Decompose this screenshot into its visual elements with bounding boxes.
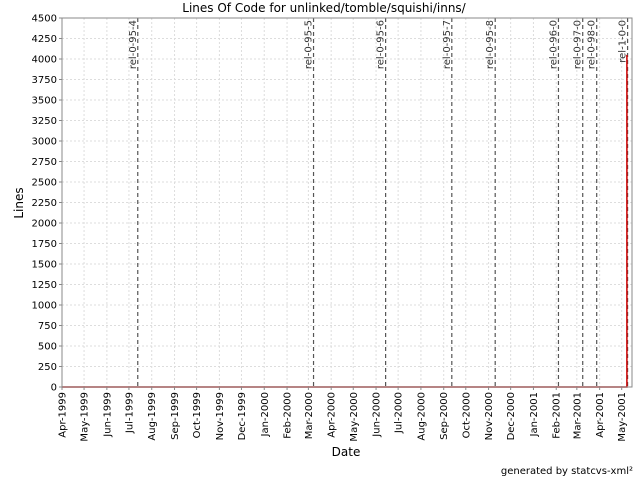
x-tick-label: Jan-2000 (260, 392, 271, 437)
y-tick-label: 2000 (32, 219, 57, 230)
release-label: rel-0-95-5 (304, 20, 315, 69)
x-tick-label: Feb-2000 (283, 392, 294, 439)
x-tick-label: Mar-2000 (304, 392, 315, 439)
x-tick-label: Dec-2000 (506, 392, 517, 440)
y-tick-label: 4250 (32, 34, 57, 45)
x-axis-title: Date (332, 445, 361, 459)
y-tick-label: 1250 (32, 280, 57, 291)
x-tick-label: May-2001 (617, 392, 628, 442)
y-tick-label: 2250 (32, 198, 57, 209)
y-tick-label: 4000 (32, 55, 57, 66)
release-markers: rel-0-95-4 rel-0-95-5 rel-0-95-6 rel-0-95-7… (128, 18, 629, 387)
x-tick-label: Jun-2000 (372, 392, 383, 438)
x-tick-label: Nov-1999 (215, 392, 226, 440)
release-label: rel-0-95-8 (485, 20, 496, 69)
chart-title: Lines Of Code for unlinked/tomble/squish… (182, 1, 466, 15)
x-tick-label: Nov-2000 (484, 392, 495, 440)
series-lines (62, 54, 628, 388)
y-tick-label: 2500 (32, 178, 57, 189)
x-tick-label: Jan-2001 (529, 392, 540, 437)
y-tick-label: 2750 (32, 157, 57, 168)
y-tick-label: 1750 (32, 239, 57, 250)
x-tick-label: Sep-1999 (170, 392, 181, 440)
x-tick-label: Jul-1999 (124, 392, 135, 434)
generator-footer: generated by statcvs-xml² (501, 466, 633, 477)
release-label: rel-0-95-4 (128, 20, 139, 69)
y-tick-label: 3250 (32, 116, 57, 127)
y-tick-label: 250 (38, 362, 57, 373)
y-tick-labels: 0 250 500 750 1000 1250 1500 1750 2000 2250 2500 27… (32, 14, 57, 394)
y-tick-label: 0 (51, 383, 57, 394)
y-tick-label: 500 (38, 342, 57, 353)
x-tick-label: Apr-1999 (58, 392, 69, 438)
y-tick-label: 4500 (32, 14, 57, 25)
x-tick-labels: Apr-1999 May-1999 Jun-1999 Jul-1999 Aug-1999… (58, 392, 629, 442)
x-tick-label: Mar-2001 (572, 392, 583, 439)
y-tick-label: 3000 (32, 137, 57, 148)
x-tick-label: Aug-2000 (416, 392, 427, 441)
x-tick-label: Oct-2000 (461, 392, 472, 438)
release-label: rel-0-97-0 (573, 20, 584, 69)
release-label: rel-0-95-7 (442, 20, 453, 69)
plot-frame (61, 17, 633, 388)
y-tick-label: 750 (38, 321, 57, 332)
x-tick-label: Feb-2001 (552, 392, 563, 439)
x-tick-label: Apr-2001 (595, 392, 606, 438)
y-axis-title: Lines (12, 187, 26, 218)
y-tick-label: 3500 (32, 96, 57, 107)
x-tick-label: Dec-1999 (237, 392, 248, 440)
release-label: rel-0-98-0 (587, 20, 598, 69)
release-label: rel-1-0-0 (618, 20, 629, 63)
x-tick-label: Sep-2000 (439, 392, 450, 440)
grid (61, 17, 632, 388)
x-tick-label: Aug-1999 (147, 392, 158, 441)
y-tick-label: 1500 (32, 260, 57, 271)
y-tick-label: 3750 (32, 75, 57, 86)
x-tick-label: Apr-2000 (327, 392, 338, 438)
series-line (62, 54, 628, 388)
y-tick-label: 1000 (32, 301, 57, 312)
x-tick-label: Jul-2000 (394, 392, 405, 434)
release-label: rel-0-96-0 (548, 20, 559, 69)
x-tick-label: Jun-1999 (102, 392, 113, 438)
release-label: rel-0-95-6 (376, 20, 387, 69)
axes (59, 17, 633, 390)
x-tick-label: May-2000 (349, 392, 360, 442)
x-tick-label: May-1999 (80, 392, 91, 442)
x-tick-label: Oct-1999 (192, 392, 203, 438)
